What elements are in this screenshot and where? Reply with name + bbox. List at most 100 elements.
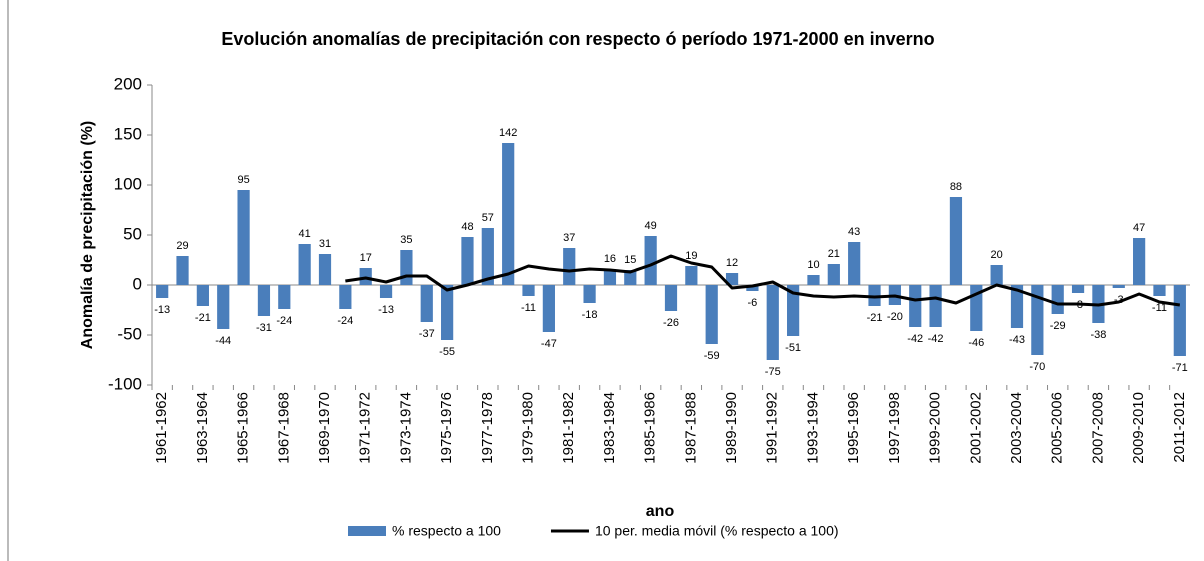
data-label: 31 — [319, 238, 331, 250]
bar — [746, 285, 759, 291]
data-label: -24 — [276, 315, 292, 327]
data-label: 142 — [499, 127, 517, 139]
data-label: -59 — [704, 350, 720, 362]
data-label: -21 — [195, 312, 211, 324]
bar — [1031, 285, 1044, 355]
bar — [318, 254, 332, 285]
bar — [990, 265, 1003, 285]
bar — [725, 273, 739, 285]
x-axis-title: ano — [646, 503, 675, 520]
bar — [664, 285, 678, 311]
bar — [278, 285, 291, 309]
x-tick-label: 1963-1964 — [194, 392, 211, 464]
bar — [481, 228, 494, 285]
bar — [909, 285, 922, 327]
data-label: 16 — [604, 253, 616, 265]
data-label: 57 — [482, 212, 494, 224]
y-tick-label: 100 — [114, 174, 142, 193]
bar — [359, 268, 372, 285]
data-label: -11 — [521, 302, 536, 314]
data-label: 35 — [400, 234, 412, 246]
data-label: -55 — [439, 346, 455, 358]
data-label: 41 — [299, 228, 311, 240]
data-label: -42 — [907, 333, 923, 345]
bar — [848, 242, 861, 285]
x-tick-label: 1981-1982 — [560, 392, 577, 464]
data-label: 17 — [360, 252, 372, 264]
bar — [379, 285, 393, 298]
data-label: -75 — [765, 366, 781, 378]
bar — [156, 285, 169, 298]
x-tick-label: 1997-1998 — [886, 392, 903, 464]
data-label: 43 — [848, 226, 860, 238]
data-label: -42 — [928, 333, 944, 345]
data-label: -18 — [582, 309, 598, 321]
x-tick-label: 2009-2010 — [1130, 392, 1147, 464]
bar — [176, 256, 189, 285]
data-label: -13 — [154, 304, 170, 316]
y-tick-label: 0 — [133, 274, 142, 293]
chart-title: Evolución anomalías de precipitación con… — [221, 29, 934, 49]
data-label: -43 — [1009, 334, 1025, 346]
bar — [1051, 285, 1064, 314]
x-tick-label: 1989-1990 — [723, 392, 740, 464]
bar — [1010, 285, 1024, 328]
bar — [644, 236, 657, 285]
bar — [563, 248, 576, 285]
data-label: 21 — [828, 248, 840, 260]
x-tick-label: 2007-2008 — [1089, 392, 1106, 464]
bar — [807, 275, 820, 285]
legend-label: 10 per. media móvil (% respecto a 100) — [595, 523, 839, 539]
x-tick-label: 1993-1994 — [804, 392, 821, 464]
x-tick-label: 2011-2012 — [1171, 392, 1188, 463]
x-tick-label: 2003-2004 — [1008, 392, 1025, 464]
bar — [542, 285, 555, 332]
x-tick-label: 1973-1974 — [397, 392, 414, 464]
bar — [1173, 285, 1186, 356]
data-label: -37 — [419, 328, 435, 340]
data-label: -24 — [337, 315, 353, 327]
data-label: 15 — [624, 254, 636, 266]
bar — [441, 285, 454, 340]
data-label: -20 — [887, 311, 903, 323]
data-label: 48 — [461, 221, 473, 233]
x-tick-label: 1965-1966 — [235, 392, 252, 464]
x-tick-label: 1969-1970 — [316, 392, 333, 464]
data-label: 47 — [1133, 222, 1145, 234]
data-label: 95 — [237, 174, 249, 186]
x-tick-label: 2001-2002 — [967, 392, 984, 464]
data-label: -6 — [748, 297, 758, 309]
bar — [257, 285, 271, 316]
data-label: 10 — [807, 259, 819, 271]
data-label: -46 — [968, 337, 984, 349]
bar — [787, 285, 800, 336]
data-label: 19 — [685, 250, 697, 262]
bar — [1153, 285, 1166, 296]
data-label: -71 — [1172, 362, 1188, 374]
data-label: -44 — [215, 335, 231, 347]
data-label: 29 — [176, 240, 188, 252]
data-label: -51 — [785, 342, 801, 354]
x-tick-label: 1977-1978 — [479, 392, 496, 464]
bar — [685, 266, 698, 285]
data-label: -3 — [1114, 294, 1124, 306]
bar — [929, 285, 942, 327]
bar — [400, 250, 413, 285]
x-tick-label: 1971-1972 — [357, 392, 374, 464]
data-label: 12 — [726, 257, 738, 269]
x-tick-label: 2005-2006 — [1049, 392, 1066, 464]
bar — [624, 270, 637, 285]
data-label: -26 — [663, 317, 679, 329]
bar — [217, 285, 230, 329]
y-tick-label: -100 — [108, 374, 142, 393]
bar — [237, 190, 250, 285]
data-label: -38 — [1090, 329, 1106, 341]
bar — [1133, 238, 1146, 285]
y-tick-label: 150 — [114, 124, 142, 143]
bar — [705, 285, 718, 344]
data-label: -31 — [256, 322, 272, 334]
data-label: 88 — [950, 181, 962, 193]
x-tick-label: 1999-2000 — [927, 392, 944, 464]
